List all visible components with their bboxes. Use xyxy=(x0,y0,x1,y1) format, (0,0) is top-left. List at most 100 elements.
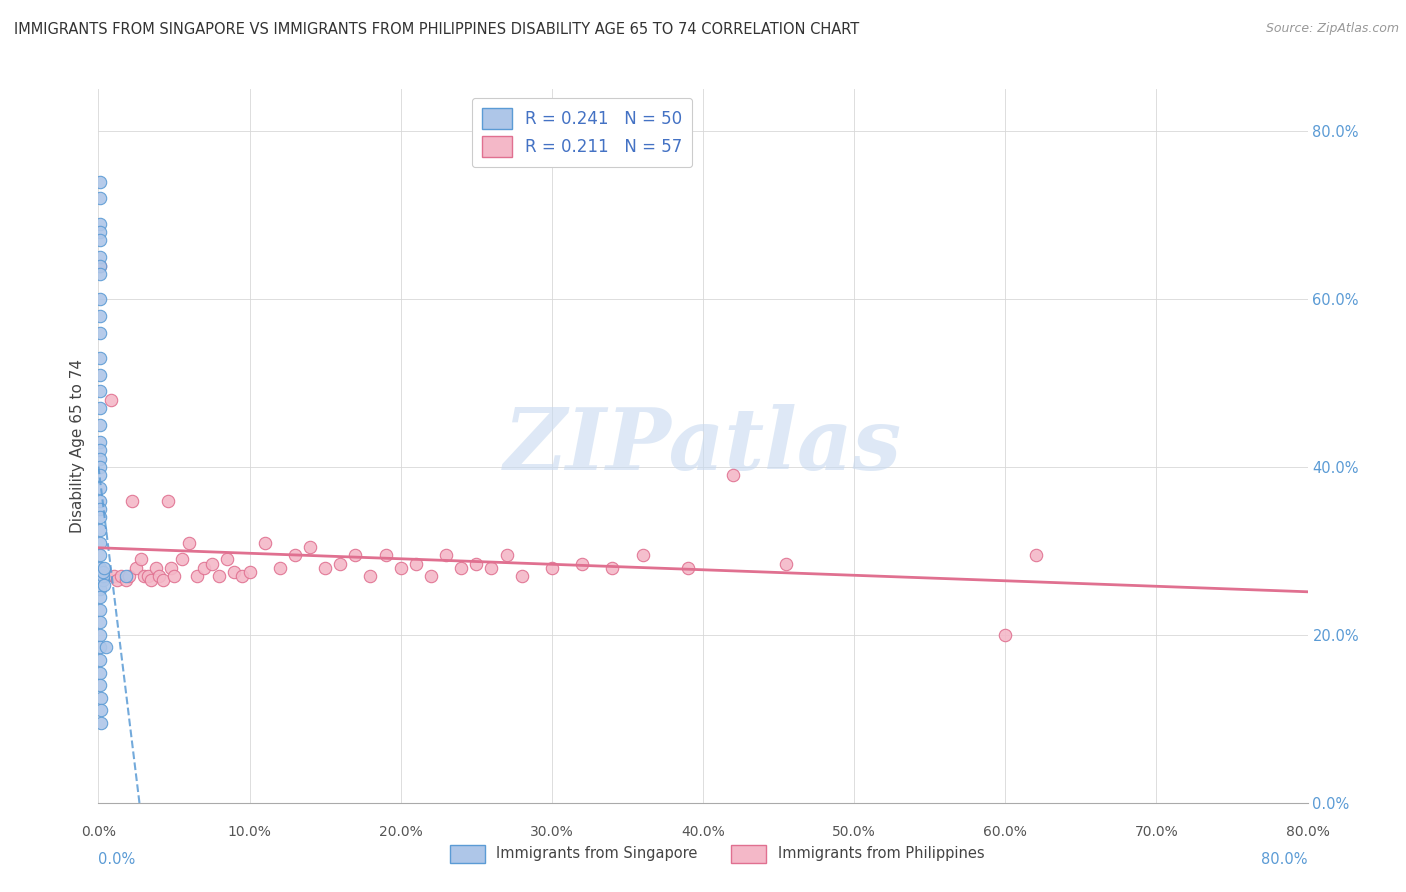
Point xyxy=(89,384,111,399)
Point xyxy=(89,502,111,516)
Point xyxy=(284,548,307,562)
Point xyxy=(201,557,224,571)
Point xyxy=(89,615,111,630)
Point xyxy=(89,401,111,416)
Point xyxy=(193,560,215,574)
Point xyxy=(145,560,167,574)
Point xyxy=(129,552,152,566)
Point xyxy=(89,481,111,495)
Text: 30.0%: 30.0% xyxy=(530,825,574,839)
Text: 40.0%: 40.0% xyxy=(681,825,725,839)
Point xyxy=(89,368,111,382)
Point xyxy=(90,703,112,717)
Point xyxy=(136,569,159,583)
Point xyxy=(775,557,797,571)
Point xyxy=(89,460,111,475)
Point xyxy=(89,175,111,189)
Point xyxy=(121,493,143,508)
Text: Source: ZipAtlas.com: Source: ZipAtlas.com xyxy=(1265,22,1399,36)
Point xyxy=(89,665,111,680)
Point xyxy=(125,560,148,574)
Point xyxy=(94,640,117,655)
Point xyxy=(94,569,117,583)
Point xyxy=(89,292,111,306)
Point xyxy=(314,560,336,574)
Point xyxy=(89,191,111,205)
Text: 80.0%: 80.0% xyxy=(1261,852,1308,867)
Point xyxy=(89,351,111,365)
Point xyxy=(89,267,111,281)
Point xyxy=(434,548,457,562)
Point xyxy=(344,548,367,562)
Point xyxy=(132,569,155,583)
Point xyxy=(100,392,122,407)
Point xyxy=(103,569,125,583)
Point xyxy=(631,548,654,562)
Point xyxy=(540,560,562,574)
Point xyxy=(89,548,111,562)
Point xyxy=(253,535,276,549)
Point xyxy=(89,510,111,524)
Point xyxy=(89,582,111,596)
Point xyxy=(420,569,443,583)
Point xyxy=(215,552,238,566)
Point xyxy=(602,560,624,574)
Text: Immigrants from Singapore: Immigrants from Singapore xyxy=(496,847,697,861)
Point xyxy=(89,326,111,340)
Point xyxy=(571,557,593,571)
Point xyxy=(994,628,1017,642)
Point xyxy=(110,569,132,583)
Point xyxy=(89,678,111,692)
Point xyxy=(90,716,112,731)
Point xyxy=(89,523,111,537)
Point xyxy=(299,540,322,554)
Point xyxy=(179,535,201,549)
Text: 20.0%: 20.0% xyxy=(378,825,423,839)
Point xyxy=(89,443,111,458)
Point xyxy=(93,577,115,591)
Point xyxy=(148,569,170,583)
Point xyxy=(89,493,111,508)
Point xyxy=(89,468,111,483)
Point xyxy=(89,233,111,247)
Point xyxy=(118,569,141,583)
Point xyxy=(141,574,163,588)
Text: 0.0%: 0.0% xyxy=(82,825,115,839)
Point xyxy=(510,569,533,583)
Point xyxy=(89,653,111,667)
Point xyxy=(170,552,193,566)
Point xyxy=(723,468,745,483)
Point xyxy=(105,574,128,588)
Point xyxy=(465,557,488,571)
Point xyxy=(208,569,231,583)
Point xyxy=(360,569,382,583)
Point xyxy=(495,548,517,562)
Point xyxy=(231,569,253,583)
Point xyxy=(329,557,352,571)
Text: ZIPatlas: ZIPatlas xyxy=(503,404,903,488)
Point xyxy=(93,560,115,574)
Y-axis label: Disability Age 65 to 74: Disability Age 65 to 74 xyxy=(70,359,86,533)
Point xyxy=(152,574,174,588)
Point xyxy=(89,535,111,549)
Point xyxy=(89,309,111,323)
Point xyxy=(239,565,262,579)
Point xyxy=(90,690,112,705)
Point xyxy=(450,560,472,574)
Point xyxy=(481,560,503,574)
Point xyxy=(89,434,111,449)
Point xyxy=(405,557,427,571)
Text: 60.0%: 60.0% xyxy=(983,825,1028,839)
Point xyxy=(91,574,114,588)
Point xyxy=(89,225,111,239)
Point xyxy=(89,628,111,642)
Point xyxy=(89,259,111,273)
Point xyxy=(374,548,396,562)
Point xyxy=(91,565,114,579)
Point xyxy=(89,250,111,264)
Text: 50.0%: 50.0% xyxy=(832,825,876,839)
Point xyxy=(89,603,111,617)
Text: IMMIGRANTS FROM SINGAPORE VS IMMIGRANTS FROM PHILIPPINES DISABILITY AGE 65 TO 74: IMMIGRANTS FROM SINGAPORE VS IMMIGRANTS … xyxy=(14,22,859,37)
Point xyxy=(114,574,136,588)
Point xyxy=(389,560,412,574)
